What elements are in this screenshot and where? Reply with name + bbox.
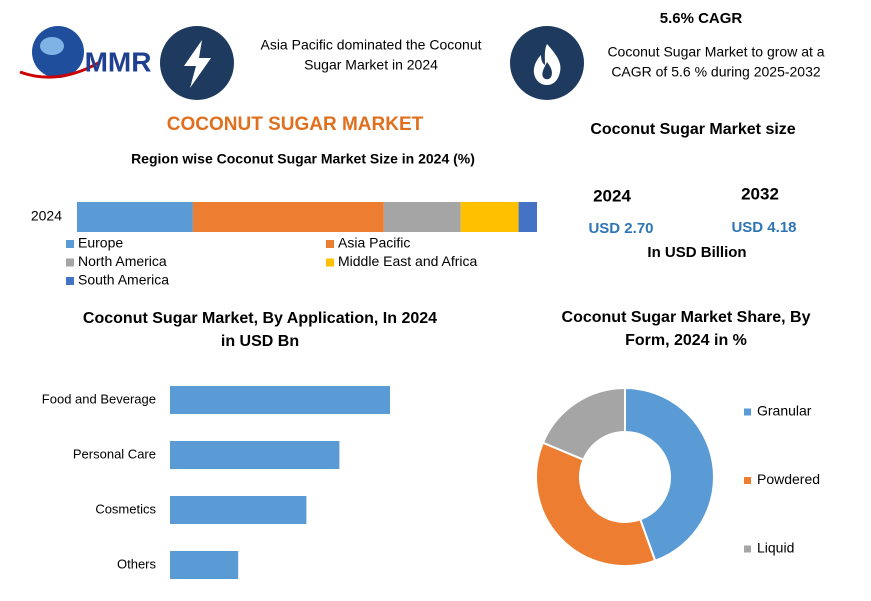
bar-segment [77, 202, 193, 232]
chart-title: Coconut Sugar Market, By Application, In… [83, 310, 437, 327]
chart-title: Region wise Coconut Sugar Market Size in… [131, 151, 475, 167]
logo-swoosh [19, 60, 101, 79]
legend-marker [744, 545, 751, 553]
legend-marker [326, 240, 334, 248]
legend-label: Europe [78, 235, 123, 251]
bar-segment [383, 202, 461, 232]
legend-marker [66, 277, 74, 285]
cagr-title: 5.6% CAGR [660, 10, 743, 27]
legend-label: South America [78, 272, 169, 288]
category-label: Food and Beverage [42, 391, 156, 406]
legend-marker [744, 477, 751, 484]
bar [170, 496, 307, 524]
chart-title: in USD Bn [221, 333, 299, 350]
legend-marker [326, 258, 334, 267]
bar-segment [518, 202, 537, 232]
year: 2032 [741, 184, 779, 203]
size-unit: In USD Billion [647, 244, 746, 261]
legend-label: Granular [757, 403, 812, 419]
logo-land [40, 37, 64, 55]
size-value: USD 4.18 [731, 219, 796, 236]
category-label: 2024 [31, 208, 62, 224]
donut-slice [624, 386, 715, 563]
bar [170, 441, 340, 469]
legend-label: Middle East and Africa [338, 253, 478, 269]
right-note: CAGR of 5.6 % during 2025-2032 [611, 64, 821, 80]
legend-label: North America [78, 253, 167, 269]
logo: MMR [19, 26, 152, 79]
category-label: Others [117, 556, 157, 571]
donut-slice [541, 386, 626, 461]
logo-text: MMR [85, 46, 152, 77]
legend-label: Liquid [757, 540, 794, 556]
bar-segment [192, 202, 384, 232]
legend-marker [66, 240, 74, 248]
legend-marker [66, 258, 74, 267]
chart-title: Form, 2024 in % [625, 332, 747, 349]
lightning-icon [184, 40, 211, 88]
legend-marker [744, 408, 751, 416]
bar [170, 551, 239, 579]
bar-segment [460, 202, 519, 232]
size-value: USD 2.70 [588, 220, 653, 237]
left-note: Asia Pacific dominated the Coconut [260, 37, 481, 53]
heading: COCONUT SUGAR MARKET [167, 114, 424, 135]
category-label: Personal Care [73, 446, 156, 461]
category-label: Cosmetics [95, 501, 156, 516]
legend-label: Powdered [757, 471, 820, 487]
donut-slice [535, 441, 657, 567]
right-note: Coconut Sugar Market to grow at a [607, 44, 824, 60]
bar [170, 386, 390, 414]
flame-inner [542, 62, 552, 80]
year: 2024 [593, 186, 631, 205]
market-size-title: Coconut Sugar Market size [590, 121, 795, 138]
legend-label: Asia Pacific [338, 235, 410, 251]
left-note: Sugar Market in 2024 [304, 57, 438, 73]
chart-title: Coconut Sugar Market Share, By [562, 309, 811, 326]
